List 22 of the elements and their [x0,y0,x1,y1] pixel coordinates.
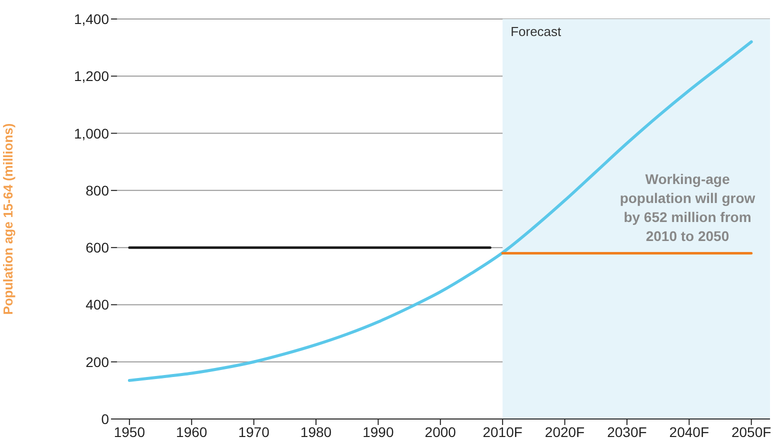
y-tick-label: 800 [86,182,110,198]
y-tick-label: 400 [86,296,110,313]
y-tick-label: 1,000 [74,125,110,142]
y-tick-label: 1,200 [74,68,110,84]
x-tick-label: 1950 [114,424,146,440]
y-axis-title: Population age 15-64 (millions) [0,123,16,315]
x-tick-label: 2050F [731,424,772,440]
x-tick-label: 2000 [424,424,456,440]
x-tick-label: 2010F [482,424,522,440]
x-tick-label: 1960 [176,424,208,440]
y-tick-label: 600 [86,240,110,256]
y-tick-label: 200 [86,354,110,370]
x-tick-label: 1970 [238,424,270,440]
x-tick-label: 1990 [362,424,394,440]
x-tick-label: 2040F [669,424,710,440]
x-tick-label: 2030F [607,424,647,440]
y-tick-label: 0 [101,410,110,427]
band-label: Forecast [510,24,562,40]
y-tick-label: 1,400 [74,10,110,27]
x-tick-label: 1980 [300,424,332,440]
annotation: Working-age population will grow by 652 million from 2010 to 2050 [618,170,756,246]
x-tick-label: 2020F [544,424,585,440]
